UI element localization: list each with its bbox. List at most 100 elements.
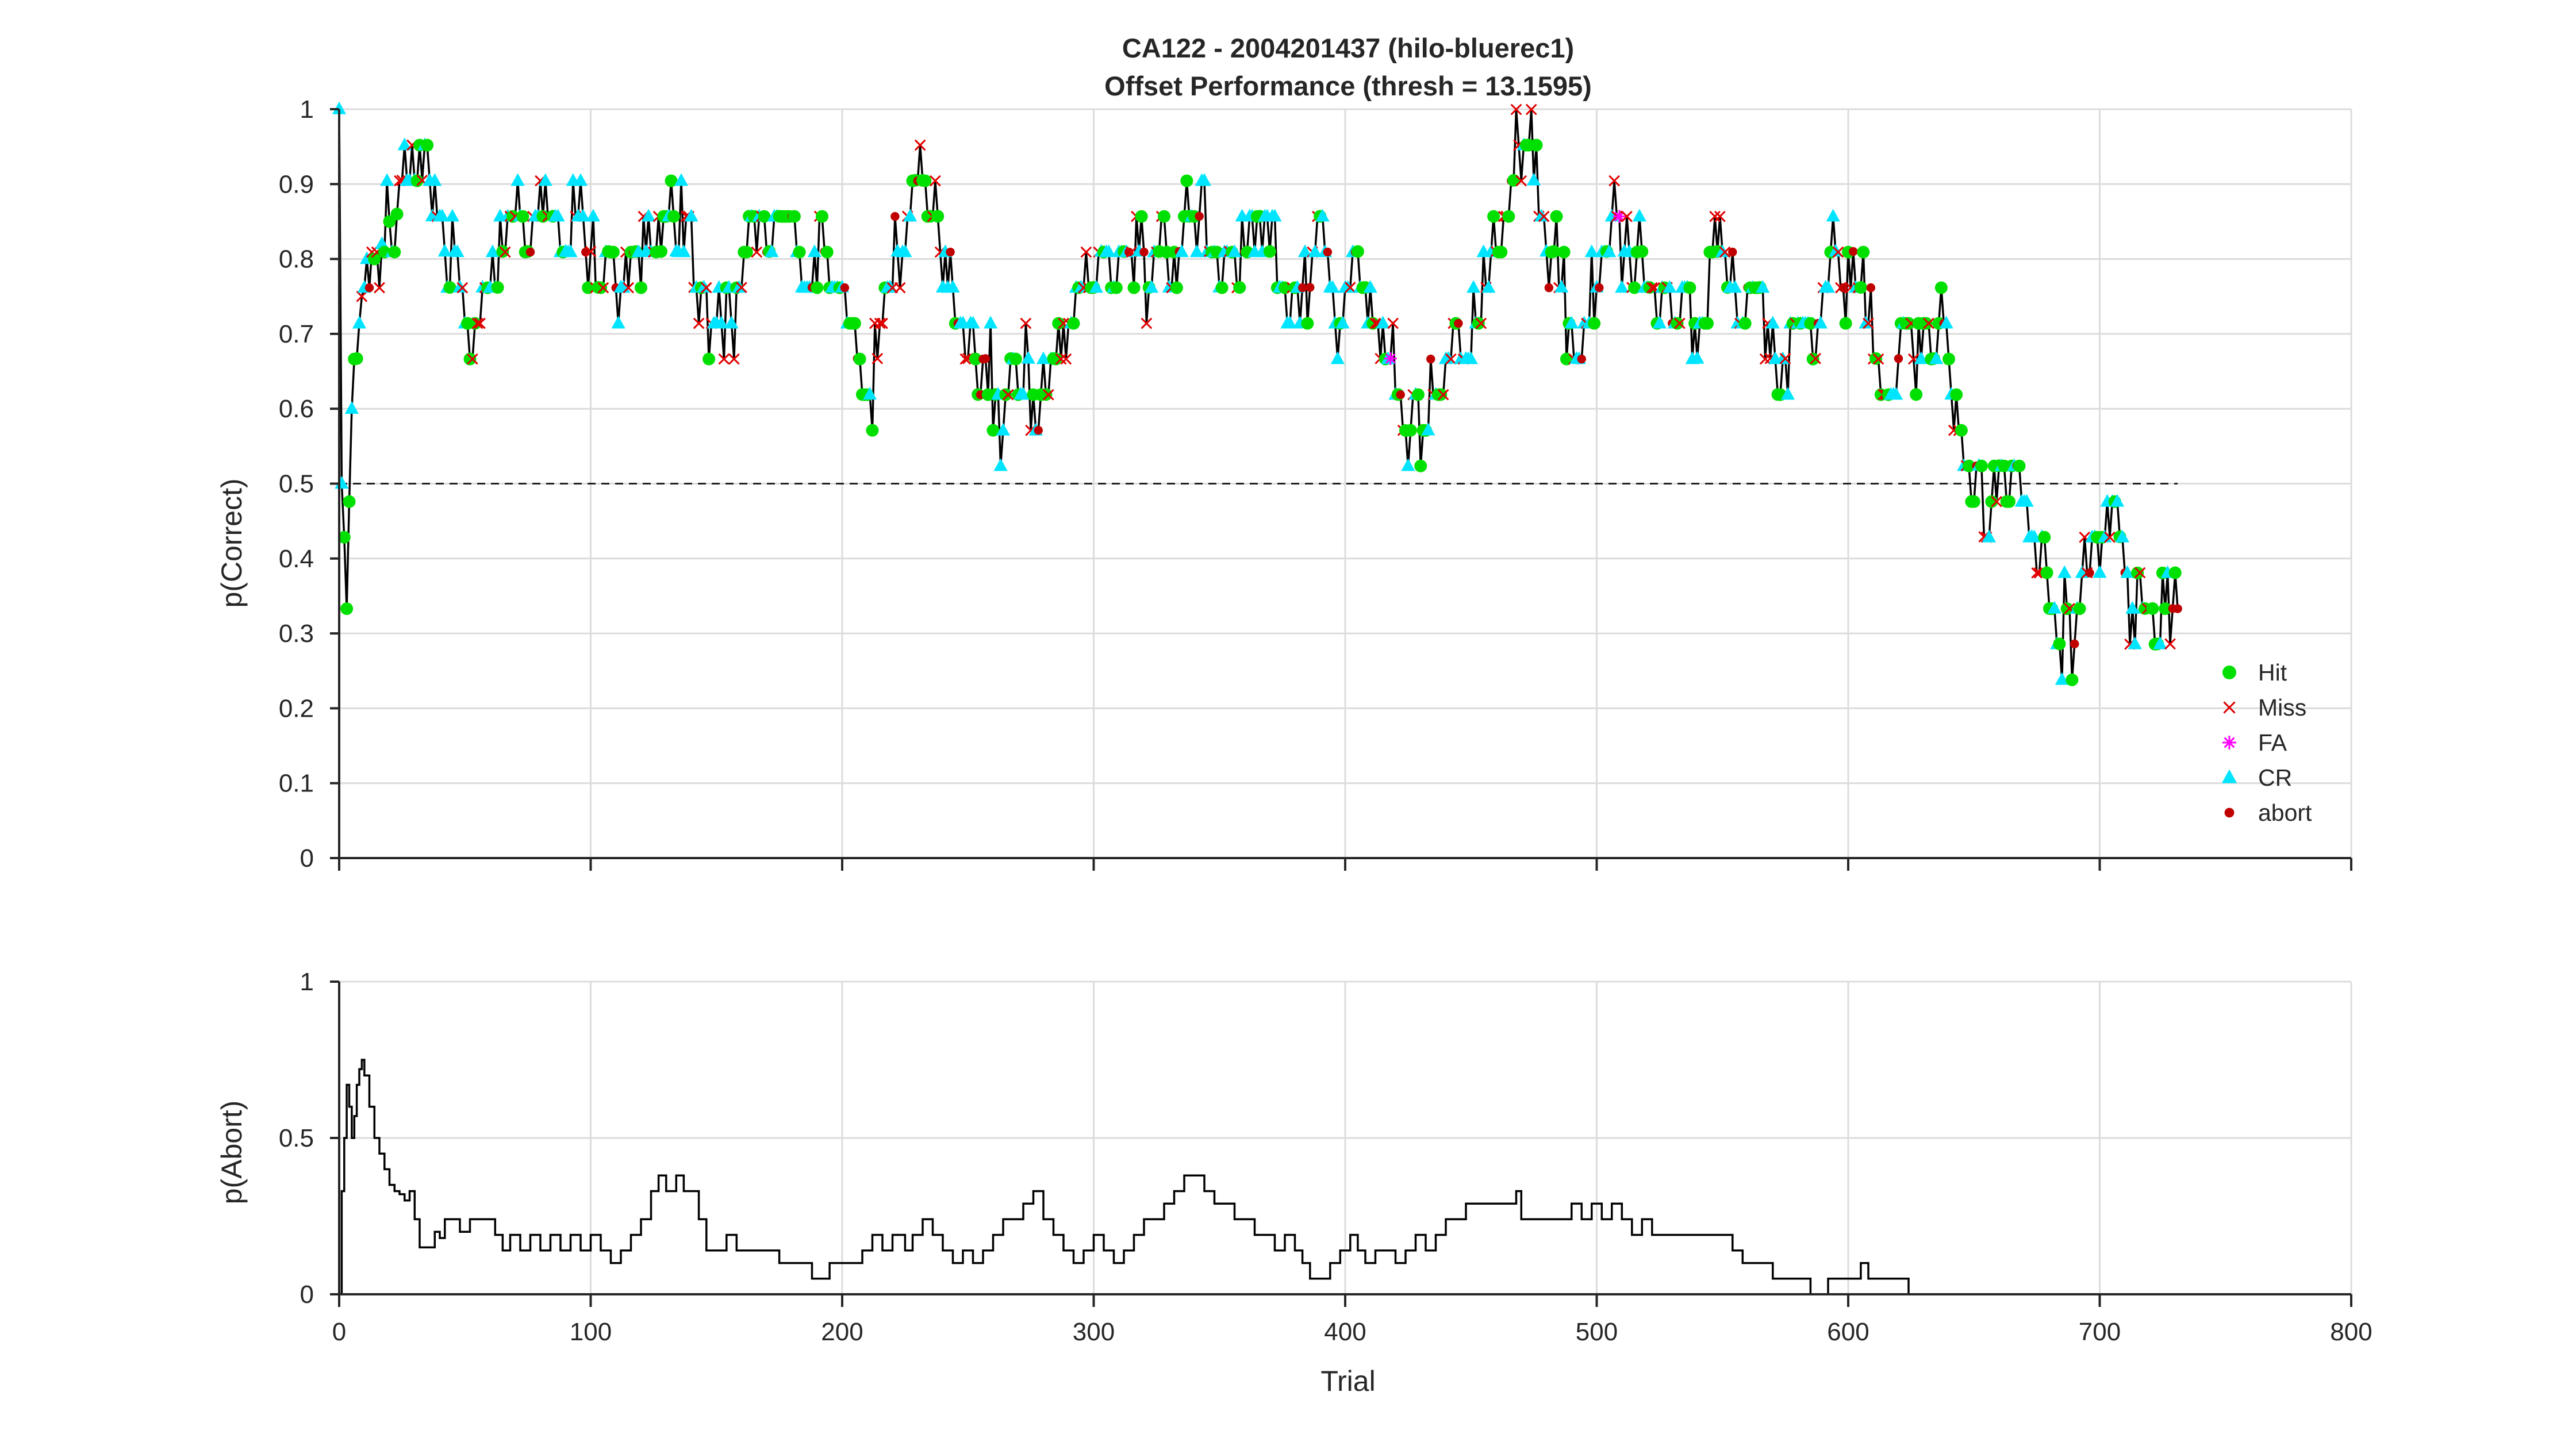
marker-cr bbox=[1939, 316, 1953, 329]
x-tick-label: 0 bbox=[332, 1318, 346, 1346]
marker-abort bbox=[1544, 283, 1554, 293]
marker-hit bbox=[1985, 495, 1998, 508]
marker-miss-stroke bbox=[2064, 602, 2075, 614]
marker-cr bbox=[993, 458, 1008, 471]
marker-cr bbox=[1089, 280, 1103, 293]
marker-miss-stroke bbox=[2164, 638, 2176, 650]
marker-cr bbox=[2153, 636, 2167, 649]
marker-cr bbox=[732, 280, 746, 293]
marker-hit bbox=[606, 245, 620, 259]
x-tick-label: 600 bbox=[1827, 1318, 1869, 1346]
marker-cr bbox=[1632, 209, 1646, 222]
performance-y-axis-label: p(Correct) bbox=[216, 478, 248, 607]
marker-miss bbox=[1475, 317, 1487, 329]
marker-abort bbox=[1195, 212, 1204, 221]
marker-cr bbox=[1466, 280, 1481, 293]
marker-cr bbox=[573, 173, 588, 186]
legend-marker-abort bbox=[2224, 807, 2235, 818]
marker-cr bbox=[1315, 209, 1330, 222]
marker-hit bbox=[368, 252, 381, 266]
marker-abort bbox=[1595, 283, 1604, 293]
y-tick-label: 0.2 bbox=[279, 694, 314, 722]
marker-cr bbox=[1363, 280, 1377, 293]
marker-hit bbox=[1628, 281, 1641, 294]
marker-miss bbox=[874, 317, 886, 329]
marker-miss bbox=[1923, 317, 1934, 329]
marker-miss bbox=[1646, 282, 1658, 294]
marker-miss bbox=[1608, 175, 1620, 187]
marker-miss-stroke bbox=[374, 282, 385, 294]
marker-abort bbox=[1396, 390, 1405, 399]
marker-hit bbox=[2073, 602, 2086, 616]
marker-miss-stroke bbox=[1709, 210, 1721, 222]
marker-fa bbox=[1384, 352, 1397, 365]
marker-cr bbox=[2055, 672, 2069, 685]
marker-miss-stroke bbox=[471, 317, 483, 329]
marker-cr bbox=[1197, 173, 1212, 186]
marker-miss bbox=[471, 317, 483, 329]
marker-cr bbox=[863, 387, 877, 400]
abort-x-ticks: 0 100 200 300 400 500 600 700 800 bbox=[332, 1294, 2372, 1346]
marker-miss-stroke bbox=[1002, 389, 1014, 401]
marker-cr bbox=[1283, 316, 1297, 329]
marker-hit bbox=[1279, 281, 1291, 294]
marker-cr bbox=[332, 101, 347, 114]
marker-cr bbox=[674, 173, 689, 186]
legend-marker-cr bbox=[2221, 769, 2237, 783]
marker-miss bbox=[2104, 531, 2116, 543]
x-tick-label: 800 bbox=[2330, 1318, 2372, 1346]
marker-miss bbox=[1779, 353, 1791, 364]
marker-miss bbox=[1832, 246, 1844, 258]
marker-hit bbox=[1110, 281, 1123, 294]
marker-hit bbox=[1550, 210, 1563, 223]
marker-hit bbox=[740, 245, 753, 259]
marker-hit bbox=[469, 317, 482, 330]
marker-hit bbox=[350, 352, 363, 365]
marker-hit bbox=[1806, 352, 1819, 366]
marker-hit bbox=[1233, 281, 1246, 294]
marker-miss-stroke bbox=[1719, 246, 1731, 258]
marker-miss bbox=[2134, 567, 2146, 579]
marker-abort bbox=[1297, 283, 1307, 293]
marker-hit bbox=[1263, 245, 1276, 258]
marker-miss-stroke bbox=[1674, 317, 1686, 329]
abort-series bbox=[339, 1059, 1910, 1295]
marker-hit bbox=[1472, 317, 1485, 330]
marker-hit bbox=[2159, 602, 2172, 616]
marker-hit bbox=[1170, 281, 1183, 294]
marker-hit bbox=[702, 352, 716, 366]
marker-hit bbox=[2168, 566, 2182, 579]
marker-miss-stroke bbox=[356, 290, 368, 302]
marker-hit bbox=[340, 602, 354, 616]
marker-hit bbox=[2053, 637, 2066, 651]
y-tick-label: 0.1 bbox=[279, 770, 314, 798]
marker-miss-stroke bbox=[394, 175, 405, 187]
marker-cr bbox=[1464, 351, 1478, 364]
marker-miss bbox=[1060, 353, 1072, 365]
marker-hit bbox=[1975, 459, 1988, 472]
marker-miss bbox=[914, 139, 926, 151]
marker-miss bbox=[1872, 353, 1884, 365]
marker-cr bbox=[1401, 458, 1415, 471]
marker-miss-stroke bbox=[1344, 282, 1356, 293]
marker-abort bbox=[1577, 354, 1586, 364]
marker-cr bbox=[1564, 316, 1579, 329]
marker-miss-stroke bbox=[623, 282, 634, 294]
marker-abort bbox=[2173, 604, 2182, 613]
marker-hit bbox=[1049, 352, 1062, 366]
marker-hit bbox=[2060, 602, 2074, 616]
marker-hit bbox=[2146, 602, 2159, 615]
marker-miss-stroke bbox=[1042, 389, 1054, 401]
marker-hit bbox=[1366, 317, 1380, 330]
marker-miss-stroke bbox=[1020, 317, 1032, 329]
marker-miss-stroke bbox=[499, 246, 511, 258]
marker-miss bbox=[2031, 567, 2043, 579]
marker-cr bbox=[684, 209, 698, 222]
marker-miss bbox=[877, 317, 888, 329]
y-tick-label: 0.3 bbox=[279, 620, 314, 648]
marker-hit bbox=[1738, 317, 1752, 330]
legend-marker-fa-stroke bbox=[2224, 737, 2235, 748]
marker-miss-stroke bbox=[456, 282, 469, 294]
abort-y-ticks: 00.51 bbox=[279, 968, 339, 1309]
